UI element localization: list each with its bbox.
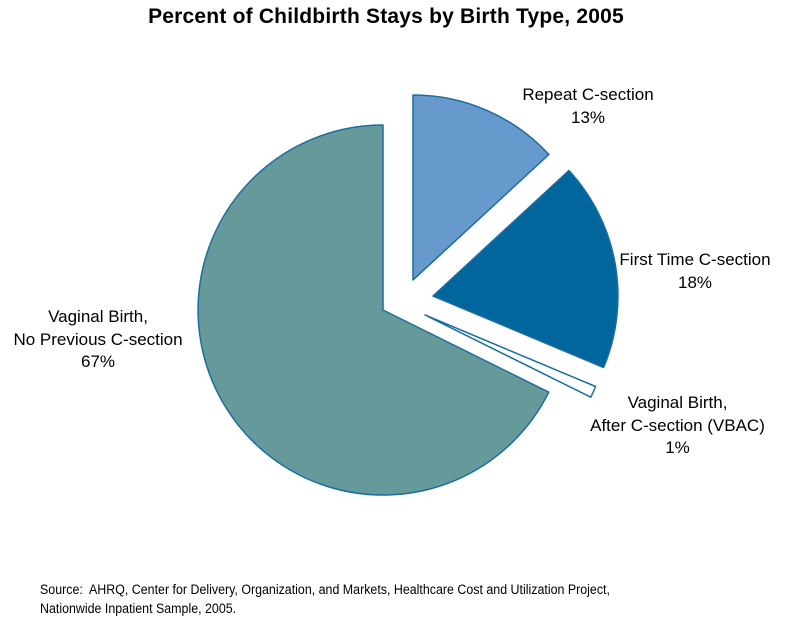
slice-label-vbac: Vaginal Birth, After C-section (VBAC) 1%: [565, 392, 790, 460]
slice-label-percent: 13%: [570, 107, 606, 127]
slice-label-text: Repeat C-section: [522, 85, 654, 104]
pie-slice-repeat-c-section: [412, 94, 550, 281]
slice-label-percent: 67%: [80, 352, 116, 371]
pie-slice-vaginal-no-previous: [197, 124, 550, 496]
pie-slice-first-time-c-section: [432, 169, 619, 369]
slice-label-text: Vaginal Birth,: [48, 307, 148, 326]
chart-title: Percent of Childbirth Stays by Birth Typ…: [148, 5, 624, 28]
slice-label-text: No Previous C-section: [13, 329, 183, 349]
slice-label-vaginal-no-previous: Vaginal Birth, No Previous C-section 67%: [0, 306, 196, 374]
slice-label-repeat-c-section: Repeat C-section 13%: [478, 84, 698, 129]
source-line: Source: AHRQ, Center for Delivery, Organ…: [40, 582, 610, 597]
source-line: Nationwide Inpatient Sample, 2005.: [40, 600, 237, 616]
slice-label-percent: 1%: [665, 438, 690, 457]
pie-slice-vbac: [424, 314, 597, 398]
source-note: Source: AHRQ, Center for Delivery, Organ…: [40, 581, 610, 618]
slice-label-percent: 18%: [677, 272, 713, 292]
slice-label-text: First Time C-section: [619, 250, 771, 269]
slice-label-text: After C-section (VBAC): [590, 415, 765, 435]
slice-label-text: Vaginal Birth,: [627, 393, 728, 412]
slice-label-first-time-c-section: First Time C-section 18%: [600, 249, 790, 294]
